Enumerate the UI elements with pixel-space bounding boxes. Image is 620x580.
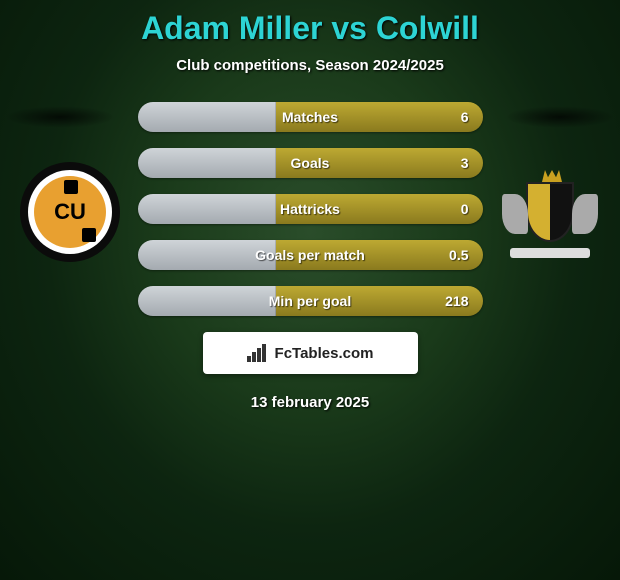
crest-left-text: CU	[34, 176, 106, 248]
bar-value-right: 0.5	[435, 240, 482, 270]
subtitle: Club competitions, Season 2024/2025	[0, 57, 620, 74]
stat-bar: Min per goal218	[138, 286, 483, 316]
shadow-left	[5, 106, 115, 128]
watermark-text: FcTables.com	[275, 345, 374, 362]
bar-value-right: 6	[447, 102, 483, 132]
bar-value-right: 0	[447, 194, 483, 224]
bar-label: Goals per match	[138, 240, 483, 270]
stat-bar: Goals per match0.5	[138, 240, 483, 270]
crest-player-right	[500, 162, 600, 262]
stat-bar: Goals3	[138, 148, 483, 178]
bar-label: Hattricks	[138, 194, 483, 224]
shadow-right	[505, 106, 615, 128]
bar-value-right: 218	[431, 286, 482, 316]
bar-label: Matches	[138, 102, 483, 132]
stat-bar: Hattricks0	[138, 194, 483, 224]
bar-chart-icon	[247, 344, 269, 362]
crest-player-left: CU	[20, 162, 120, 262]
stat-bars: Matches6Goals3Hattricks0Goals per match0…	[138, 102, 483, 316]
watermark: FcTables.com	[203, 332, 418, 374]
bar-value-right: 3	[447, 148, 483, 178]
date-text: 13 february 2025	[0, 394, 620, 411]
bar-label: Goals	[138, 148, 483, 178]
comparison-content: CU Matches6 Goals3 Hattricks0 Goals per mat…	[0, 102, 620, 411]
stat-bar: Matches6	[138, 102, 483, 132]
page-title: Adam Miller vs Colwill	[0, 0, 620, 47]
